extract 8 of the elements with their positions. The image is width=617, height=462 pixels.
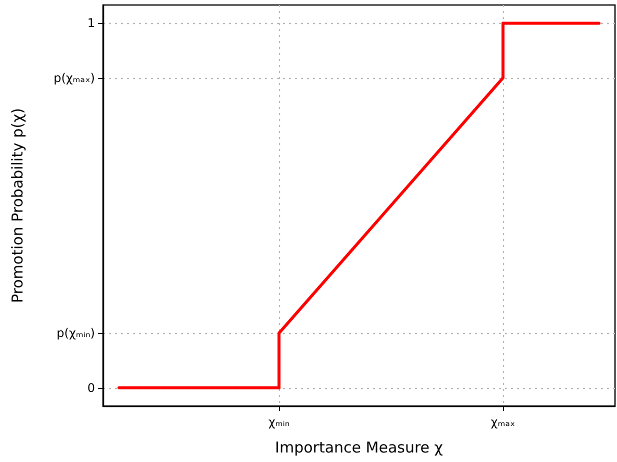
x-tick-label: χₘₐₓ <box>490 415 516 429</box>
x-axis-title: Importance Measure χ <box>275 438 444 456</box>
y-tick-label: 1 <box>87 16 95 30</box>
y-tick-label: 0 <box>87 380 95 395</box>
y-axis-title: Promotion Probability p(χ) <box>8 108 26 304</box>
y-tick-label: p(χₘₐₓ) <box>54 70 95 85</box>
y-tick-label: p(χₘᵢₙ) <box>56 326 95 340</box>
x-tick-label: χₘᵢₙ <box>268 415 290 429</box>
